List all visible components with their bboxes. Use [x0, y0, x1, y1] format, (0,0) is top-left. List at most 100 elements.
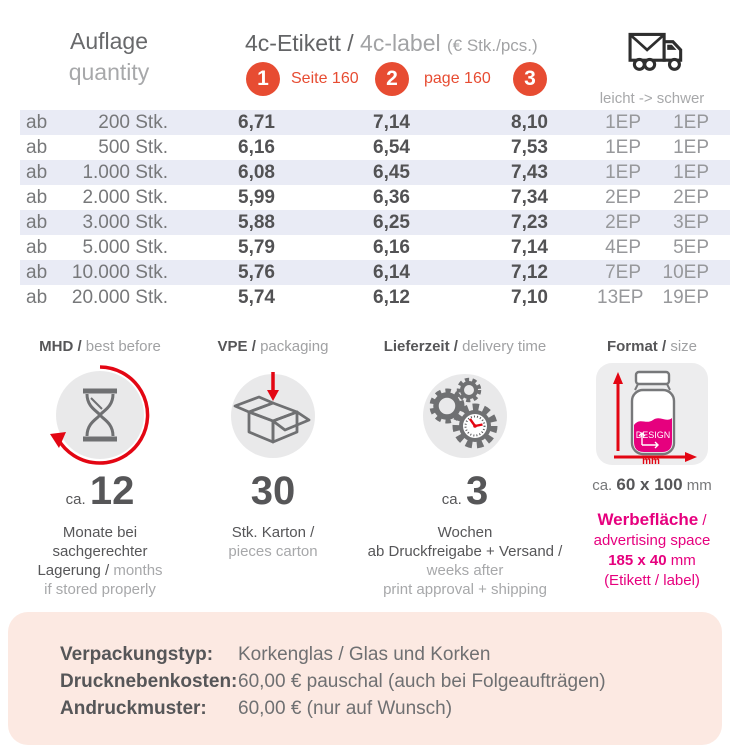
qty-prefix: ab	[26, 236, 48, 258]
condition-label: Andruckmuster:	[60, 698, 207, 719]
condition-label: Verpackungstyp:	[60, 644, 214, 665]
price-row: ab 200 Stk. 6,71 7,14 8,10 1EP 1EP	[20, 110, 730, 135]
shipping-class-light: 1EP	[605, 111, 641, 133]
shipping-class-heavy: 2EP	[673, 186, 709, 208]
price-tier-1: 5,88	[238, 211, 275, 233]
desc-line-de: Lagerung /	[37, 562, 110, 579]
price-tier-1: 6,08	[238, 161, 275, 183]
quantity-column-header: Auflage quantity	[35, 26, 183, 88]
section-title-de: VPE /	[217, 338, 256, 355]
price-tier-2: 6,25	[373, 211, 410, 233]
best-before-description: Monate bei sachgerechter Lagerung / mont…	[18, 523, 182, 599]
format-size-value: ca. 60 x 100 mm	[578, 475, 726, 495]
price-row: ab 20.000 Stk. 5,74 6,12 7,10 13EP 19EP	[20, 285, 730, 310]
price-tier-1: 5,99	[238, 186, 275, 208]
desc-line-en: months	[113, 562, 163, 579]
price-tier-1: 6,16	[238, 136, 275, 158]
value-number: 12	[89, 469, 135, 513]
shipping-class-heavy: 1EP	[673, 136, 709, 158]
jar-dimensions-icon: DESIGN mm	[596, 363, 708, 467]
quantity-value: 20.000 Stk.	[71, 286, 168, 308]
quantity-value: 2.000 Stk.	[82, 186, 168, 208]
shipping-class-heavy: 5EP	[673, 236, 709, 258]
price-tier-badge-3: 3	[513, 62, 547, 96]
shipping-class-light: 13EP	[597, 286, 644, 308]
shipping-class-light: 2EP	[605, 211, 641, 233]
section-title-en: size	[670, 338, 698, 355]
price-tier-badge-2: 2	[375, 62, 409, 96]
qty-prefix: ab	[26, 186, 48, 208]
shipping-class-light: 1EP	[605, 161, 641, 183]
quantity-value: 10.000 Stk.	[71, 261, 168, 283]
qty-prefix: ab	[26, 136, 48, 158]
quantity-value: 1.000 Stk.	[82, 161, 168, 183]
section-packaging: VPE / packaging 30 Stk. Karton /	[196, 338, 350, 561]
price-tier-3: 7,53	[511, 136, 548, 158]
section-title-de: Lieferzeit /	[383, 338, 458, 355]
quantity-value: 200 Stk.	[98, 111, 168, 133]
condition-value: 60,00 € pauschal (auch bei Folgeaufträge…	[238, 671, 606, 692]
price-tier-badge-1: 1	[246, 62, 280, 96]
desc-line: ab Druckfreigabe + Versand /	[367, 543, 563, 560]
value-prefix: ca.	[65, 491, 86, 508]
shipping-class-light: 7EP	[605, 261, 641, 283]
price-tier-3: 7,12	[511, 261, 548, 283]
price-tier-3: 7,14	[511, 236, 548, 258]
price-row: ab 500 Stk. 6,16 6,54 7,53 1EP 1EP	[20, 135, 730, 160]
packaging-value: 30	[196, 471, 350, 520]
advertising-space-block: Werbefläche / advertising space 185 x 40…	[578, 510, 726, 591]
price-table: ab 200 Stk. 6,71 7,14 8,10 1EP 1EP ab 50…	[20, 110, 730, 310]
jar-design-label: DESIGN	[636, 430, 671, 440]
desc-line: Monate bei	[62, 524, 138, 541]
price-row: ab 2.000 Stk. 5,99 6,36 7,34 2EP 2EP	[20, 185, 730, 210]
order-conditions-panel: Verpackungstyp: Korkenglas / Glas und Ko…	[8, 612, 722, 745]
quantity-header-en: quantity	[68, 59, 150, 85]
badge-2-number: 2	[386, 67, 398, 90]
ad-size-number: 185 x 40	[608, 552, 667, 569]
ad-title-de: Werbefläche	[597, 510, 699, 529]
ad-size-unit: mm	[666, 552, 696, 569]
condition-value: Korkenglas / Glas und Korken	[238, 644, 491, 665]
shipping-weight-note: leicht -> schwer	[599, 90, 705, 107]
value-number: 30	[250, 469, 296, 513]
section-title-de: MHD /	[39, 338, 82, 355]
packaging-description: Stk. Karton / pieces carton	[196, 523, 350, 561]
mail-truck-icon	[628, 30, 692, 81]
price-tier-3: 8,10	[511, 111, 548, 133]
quantity-header-de: Auflage	[69, 28, 148, 54]
section-delivery-time: Lieferzeit / delivery time	[352, 338, 578, 599]
price-tier-2: 6,54	[373, 136, 410, 158]
section-format-size: Format / size DESIGN mm	[578, 338, 726, 591]
price-tier-1: 5,76	[238, 261, 275, 283]
qty-prefix: ab	[26, 286, 48, 308]
ad-size: 185 x 40 mm	[578, 551, 726, 571]
price-tier-1: 6,71	[238, 111, 275, 133]
section-title: VPE / packaging	[196, 338, 350, 355]
condition-row: Verpackungstyp: Korkenglas / Glas und Ko…	[60, 641, 722, 668]
quantity-value: 5.000 Stk.	[82, 236, 168, 258]
size-unit: mm	[686, 477, 712, 494]
section-title-en: packaging	[260, 338, 329, 355]
product-title-de: 4c-Etikett /	[245, 30, 354, 56]
price-tier-2: 6,16	[373, 236, 410, 258]
desc-line: if stored properly	[44, 581, 156, 598]
badge-1-note: Seite 160	[291, 70, 359, 87]
price-row: ab 3.000 Stk. 5,88 6,25 7,23 2EP 3EP	[20, 210, 730, 235]
badge-1-number: 1	[257, 67, 269, 90]
price-tier-3: 7,34	[511, 186, 548, 208]
ad-title-en: advertising space	[593, 532, 711, 549]
shipping-class-heavy: 19EP	[662, 286, 709, 308]
price-tier-2: 7,14	[373, 111, 410, 133]
qty-prefix: ab	[26, 111, 48, 133]
jar-mm-label: mm	[642, 456, 660, 465]
price-row: ab 10.000 Stk. 5,76 6,14 7,12 7EP 10EP	[20, 260, 730, 285]
condition-label: Drucknebenkosten:	[60, 671, 238, 692]
quantity-value: 500 Stk.	[98, 136, 168, 158]
section-title-en: best before	[85, 338, 161, 355]
section-title: MHD / best before	[18, 338, 182, 355]
shipping-class-light: 2EP	[605, 186, 641, 208]
shipping-class-light: 1EP	[605, 136, 641, 158]
shipping-class-heavy: 1EP	[673, 161, 709, 183]
desc-line: pieces carton	[228, 543, 318, 560]
value-number: 3	[465, 469, 489, 513]
